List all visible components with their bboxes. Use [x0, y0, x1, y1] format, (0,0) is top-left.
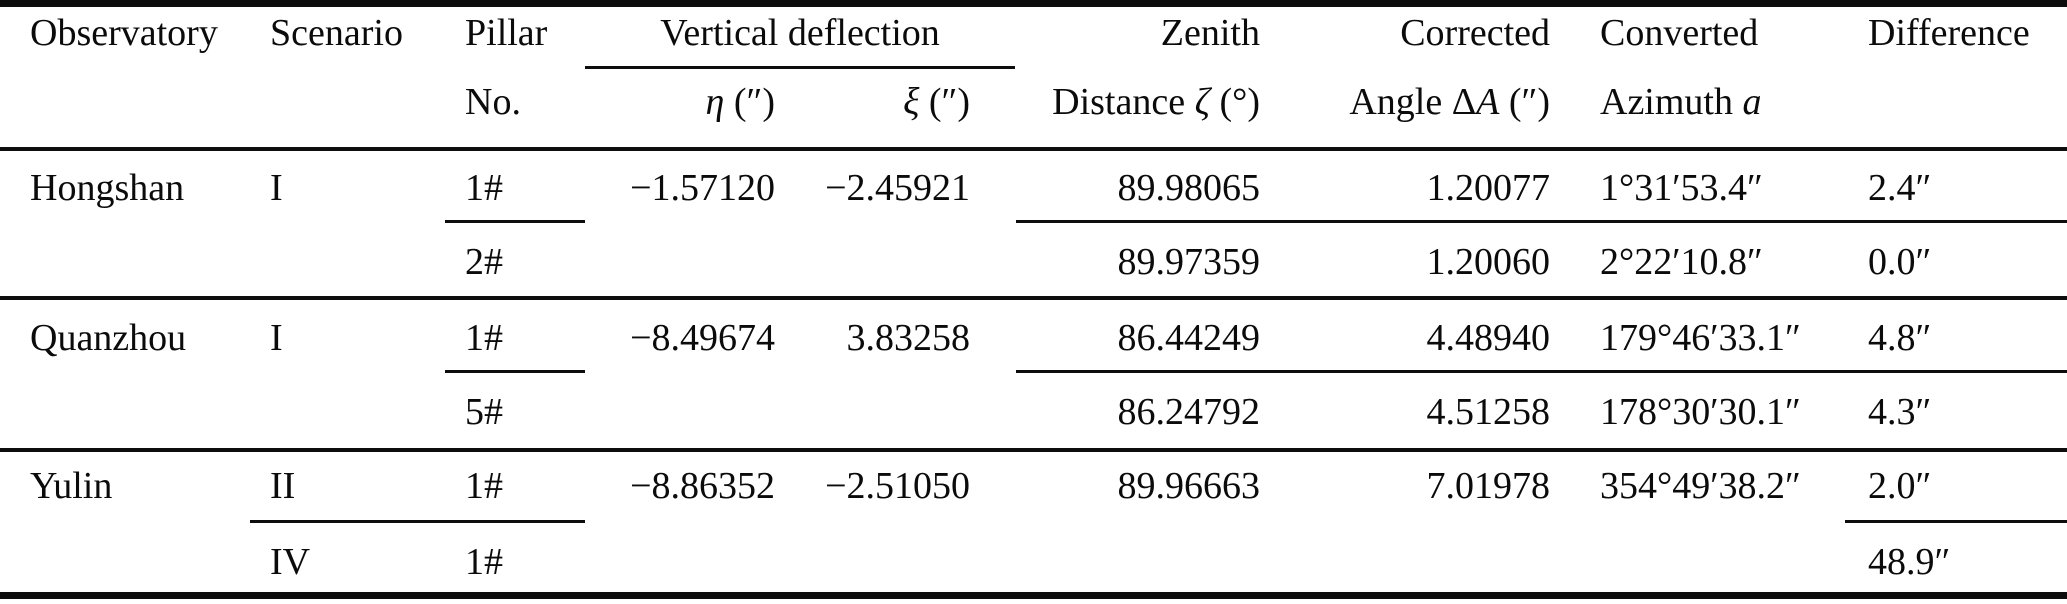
cell-converted: 179°46′33.1″ — [1600, 317, 1801, 359]
cell-difference: 2.0″ — [1868, 465, 1932, 507]
cell-xi: 3.83258 — [846, 317, 971, 359]
col-header-xi: ξ (″) — [790, 82, 970, 122]
vertical-deflection-underline-rule — [585, 66, 1015, 69]
cell-converted: 178°30′30.1″ — [1600, 391, 1801, 433]
cell-converted: 1°31′53.4″ — [1600, 167, 1763, 209]
cell-eta: −1.57120 — [630, 167, 775, 209]
cell-pillar: 1# — [465, 541, 503, 583]
cell-scenario: II — [270, 465, 296, 507]
quanzhou-yulin-divider-rule — [0, 448, 2067, 452]
zeta-symbol: ζ — [1194, 81, 1210, 123]
xi-symbol: ξ — [903, 81, 920, 123]
cell-converted: 2°22′10.8″ — [1600, 241, 1763, 283]
yulin-difference-divider-rule — [1845, 520, 2067, 523]
col-header-corrected: Corrected — [1400, 12, 1550, 54]
cell-corrected: 4.51258 — [1426, 391, 1551, 433]
cell-observatory: Hongshan — [30, 167, 185, 209]
cell-eta: −8.49674 — [630, 317, 775, 359]
col-header-pillar: Pillar — [465, 12, 548, 54]
cell-pillar: 1# — [465, 465, 503, 507]
cell-corrected: 7.01978 — [1426, 465, 1551, 507]
cell-corrected: 1.20060 — [1426, 241, 1551, 283]
hongshan-pillar-divider-rule — [445, 220, 585, 223]
cell-difference: 0.0″ — [1868, 241, 1932, 283]
cell-converted: 354°49′38.2″ — [1600, 465, 1801, 507]
col-header-observatory: Observatory — [30, 12, 218, 54]
azimuth-a-symbol: a — [1742, 81, 1762, 123]
col-header-zenith-distance: Distance ζ (°) — [1052, 81, 1260, 123]
eta-unit: (″) — [724, 81, 775, 123]
col-header-converted: Converted — [1600, 12, 1759, 54]
col-header-pillar-no: No. — [465, 81, 521, 123]
cell-scenario: IV — [270, 541, 311, 583]
header-bottom-rule — [0, 147, 2067, 151]
col-header-corrected-angle: Angle ΔA (″) — [1349, 81, 1550, 123]
col-header-vertical-deflection: Vertical deflection — [660, 12, 940, 54]
col-header-zenith: Zenith — [1160, 12, 1260, 54]
cell-xi: −2.51050 — [825, 465, 970, 507]
hongshan-subrow-divider-rule — [1016, 220, 2067, 223]
col-header-difference: Difference — [1868, 12, 2030, 54]
cell-zenith: 89.97359 — [1117, 241, 1261, 283]
cell-observatory: Quanzhou — [30, 317, 187, 359]
col-header-scenario: Scenario — [270, 12, 403, 54]
cell-xi: −2.45921 — [825, 167, 970, 209]
cell-zenith: 86.44249 — [1117, 317, 1261, 359]
cell-scenario: I — [270, 317, 283, 359]
quanzhou-subrow-divider-rule — [1016, 370, 2067, 373]
table-top-rule — [0, 0, 2067, 7]
cell-pillar: 1# — [465, 167, 503, 209]
cell-difference: 4.3″ — [1868, 391, 1932, 433]
cell-difference: 4.8″ — [1868, 317, 1932, 359]
quanzhou-pillar-divider-rule — [445, 370, 585, 373]
delta-a-symbol: A — [1476, 81, 1500, 123]
table-bottom-rule — [0, 592, 2067, 599]
cell-scenario: I — [270, 167, 283, 209]
cell-zenith: 86.24792 — [1117, 391, 1261, 433]
cell-zenith: 89.96663 — [1117, 465, 1261, 507]
col-header-converted-azimuth: Azimuth a — [1600, 81, 1762, 123]
cell-corrected: 1.20077 — [1426, 167, 1551, 209]
cell-pillar: 5# — [465, 391, 503, 433]
cell-difference: 48.9″ — [1868, 541, 1951, 583]
cell-zenith: 89.98065 — [1117, 167, 1261, 209]
cell-eta: −8.86352 — [630, 465, 775, 507]
col-header-eta: η (″) — [590, 81, 776, 123]
cell-pillar: 2# — [465, 241, 503, 283]
hongshan-quanzhou-divider-rule — [0, 296, 2067, 300]
cell-corrected: 4.48940 — [1426, 317, 1551, 359]
cell-pillar: 1# — [465, 317, 503, 359]
yulin-scenario-divider-rule — [250, 520, 585, 523]
cell-difference: 2.4″ — [1868, 167, 1932, 209]
eta-symbol: η — [705, 81, 725, 123]
xi-unit: (″) — [919, 81, 970, 123]
cell-observatory: Yulin — [30, 465, 113, 507]
